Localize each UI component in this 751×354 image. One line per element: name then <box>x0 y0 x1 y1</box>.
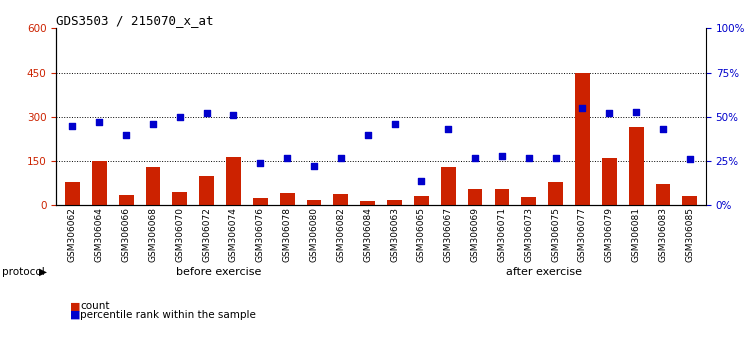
Bar <box>173 192 187 205</box>
Bar <box>683 195 697 205</box>
Text: after exercise: after exercise <box>505 267 581 277</box>
Bar <box>521 197 536 205</box>
Text: before exercise: before exercise <box>176 267 261 277</box>
Text: count: count <box>80 301 110 311</box>
Bar <box>468 189 482 205</box>
Bar <box>441 167 456 205</box>
Bar <box>548 182 563 205</box>
Bar <box>414 196 429 205</box>
Point <box>415 178 427 183</box>
Point <box>255 160 267 166</box>
Point <box>335 155 347 160</box>
Point <box>93 119 105 125</box>
Point <box>308 164 320 169</box>
Point <box>684 156 696 162</box>
Point <box>550 155 562 160</box>
Text: protocol: protocol <box>2 267 44 277</box>
Bar <box>119 195 134 205</box>
Bar <box>656 184 671 205</box>
Point <box>442 126 454 132</box>
Point <box>577 105 589 111</box>
Bar <box>92 161 107 205</box>
Point <box>120 132 132 137</box>
Bar <box>306 200 321 205</box>
Bar <box>199 176 214 205</box>
Bar <box>146 167 161 205</box>
Bar <box>602 158 617 205</box>
Bar <box>629 127 644 205</box>
Bar <box>333 194 348 205</box>
Point <box>147 121 159 127</box>
Bar <box>65 182 80 205</box>
Point <box>496 153 508 159</box>
Bar <box>495 189 509 205</box>
Bar <box>360 201 375 205</box>
Bar <box>575 73 590 205</box>
Point <box>66 123 78 129</box>
Point <box>630 109 642 114</box>
Point <box>388 121 400 127</box>
Point <box>603 110 615 116</box>
Point <box>362 132 374 137</box>
Point <box>657 126 669 132</box>
Point <box>201 110 213 116</box>
Point <box>469 155 481 160</box>
Point <box>523 155 535 160</box>
Text: ■: ■ <box>70 301 80 311</box>
Text: ■: ■ <box>70 310 80 320</box>
Point <box>228 112 240 118</box>
Bar <box>226 156 241 205</box>
Text: GDS3503 / 215070_x_at: GDS3503 / 215070_x_at <box>56 14 214 27</box>
Bar <box>388 200 402 205</box>
Bar <box>280 193 294 205</box>
Bar <box>253 198 267 205</box>
Point <box>173 114 185 120</box>
Text: ▶: ▶ <box>39 267 47 277</box>
Point <box>281 155 293 160</box>
Text: percentile rank within the sample: percentile rank within the sample <box>80 310 256 320</box>
